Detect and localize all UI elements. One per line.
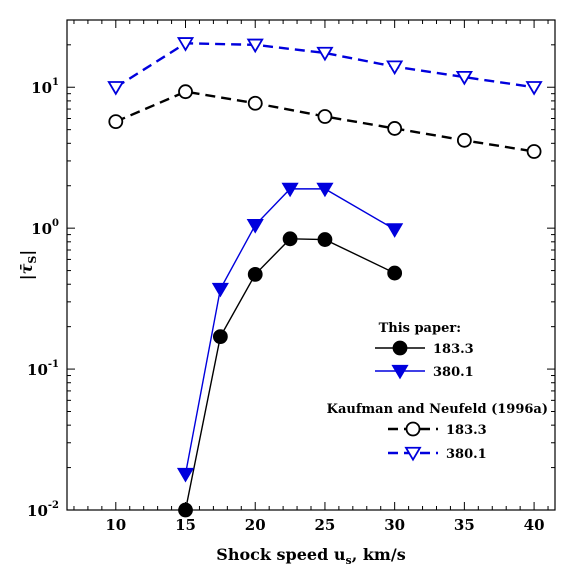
legend-label: 380.1 bbox=[433, 365, 474, 380]
legend-marker bbox=[405, 421, 421, 437]
y-tick-label: 10-2 bbox=[27, 500, 59, 520]
legend-marker bbox=[392, 340, 408, 356]
y-axis-title: |τ̄S| bbox=[17, 250, 39, 280]
series-3 bbox=[107, 37, 543, 96]
data-point bbox=[455, 70, 473, 86]
data-point bbox=[525, 81, 543, 96]
data-point bbox=[107, 81, 125, 96]
y-tick-label: 101 bbox=[31, 77, 59, 97]
legend-marker bbox=[404, 446, 422, 462]
x-tick-label: 35 bbox=[454, 516, 475, 534]
x-tick-label: 15 bbox=[175, 516, 196, 534]
x-tick-label: 20 bbox=[245, 516, 266, 534]
data-point bbox=[246, 38, 264, 54]
y-tick-label: 10-1 bbox=[27, 359, 59, 379]
data-point bbox=[386, 223, 404, 238]
data-point bbox=[387, 265, 403, 281]
data-point bbox=[178, 84, 193, 100]
series-line bbox=[184, 238, 395, 511]
data-point bbox=[317, 109, 333, 124]
series-2 bbox=[108, 84, 542, 159]
data-point bbox=[282, 231, 298, 247]
data-point bbox=[176, 467, 195, 483]
series-0 bbox=[178, 231, 403, 518]
data-point bbox=[108, 114, 124, 130]
data-point bbox=[246, 219, 264, 234]
x-tick-label: 25 bbox=[315, 516, 336, 534]
legend-label: 183.3 bbox=[433, 342, 474, 357]
series-line bbox=[184, 188, 396, 475]
data-point bbox=[526, 144, 542, 159]
data-point bbox=[176, 37, 195, 52]
x-tick-label: 40 bbox=[524, 516, 545, 534]
legend-label: 380.1 bbox=[446, 447, 487, 462]
data-point bbox=[247, 95, 263, 111]
x-axis-title: Shock speed us, km/s bbox=[216, 545, 405, 567]
ticks: 10 15 20 25 30 35 40 10-2 10-1 100 101 bbox=[27, 19, 555, 534]
y-tick-label: 100 bbox=[31, 218, 59, 238]
data-point bbox=[247, 266, 263, 282]
data-point bbox=[317, 232, 333, 247]
data-point bbox=[211, 282, 229, 298]
data-point bbox=[456, 132, 472, 148]
data-point bbox=[316, 182, 334, 198]
x-tick-label: 10 bbox=[105, 516, 126, 534]
legend-marker bbox=[391, 364, 409, 380]
data-point bbox=[316, 46, 334, 62]
x-tick-label: 30 bbox=[384, 516, 405, 534]
data-point bbox=[212, 329, 228, 345]
data-point bbox=[386, 60, 404, 76]
series-1 bbox=[176, 182, 404, 483]
series-layer bbox=[107, 37, 543, 518]
legend: This paper: 183.3 380.1 Kaufman and Neufeld… bbox=[327, 321, 548, 462]
data-point bbox=[387, 121, 403, 136]
legend-group-title: This paper: bbox=[379, 321, 461, 336]
legend-group-title: Kaufman and Neufeld (1996a) bbox=[327, 402, 548, 417]
data-point bbox=[281, 182, 299, 198]
data-point bbox=[178, 502, 193, 518]
legend-label: 183.3 bbox=[446, 423, 487, 438]
